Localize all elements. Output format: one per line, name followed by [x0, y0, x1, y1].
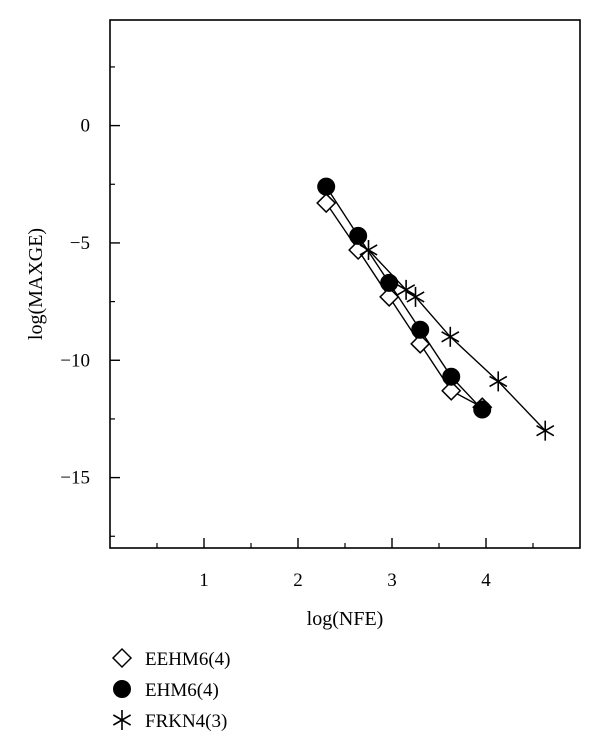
x-axis-title: log(NFE)	[307, 608, 384, 630]
star-arm	[406, 291, 416, 298]
star-arm	[397, 289, 407, 296]
star-arm	[497, 380, 508, 388]
y-tick-label: 0	[81, 116, 91, 137]
star-arm	[359, 249, 369, 256]
series-layer	[316, 177, 555, 441]
y-tick-label: −10	[60, 350, 90, 371]
star-arm	[368, 244, 378, 251]
star-arm	[497, 375, 508, 383]
star-arm	[368, 249, 378, 256]
data-point	[411, 320, 430, 339]
star-arm	[121, 719, 132, 726]
star-arm	[449, 331, 460, 338]
legend-label: EHM6(4)	[145, 680, 219, 701]
star-arm	[359, 244, 369, 251]
data-point	[473, 400, 492, 419]
star-arm	[405, 284, 416, 291]
star-arm	[112, 719, 123, 726]
series-frkn4-3-	[359, 239, 555, 441]
data-point	[536, 420, 555, 441]
data-point	[379, 286, 400, 307]
data-point	[317, 177, 336, 196]
legend-item: EHM6(4)	[113, 680, 219, 701]
legend-label: EEHM6(4)	[145, 649, 230, 670]
data-point	[441, 326, 460, 347]
y-axis-title: log(MAXGE)	[25, 228, 47, 340]
series-ehm6-4-	[317, 177, 492, 419]
data-point	[406, 286, 425, 307]
star-arm	[489, 375, 499, 383]
legend-item: FRKN4(3)	[112, 710, 227, 732]
data-point	[359, 239, 378, 260]
star-arm	[121, 714, 132, 721]
star-arm	[415, 296, 425, 303]
legend-label: FRKN4(3)	[145, 711, 227, 732]
data-point	[441, 380, 462, 401]
star-arm	[406, 296, 416, 303]
legend-marker	[113, 680, 131, 698]
data-point	[410, 333, 431, 354]
star-arm	[397, 284, 407, 291]
x-tick-label: 3	[387, 570, 397, 591]
legend-marker	[111, 647, 133, 669]
star-arm	[441, 336, 451, 343]
axes: 1 2 3 4 0 −5 −10 −15	[60, 66, 534, 591]
data-point	[316, 192, 337, 214]
star-arm	[544, 424, 555, 432]
star-arm	[112, 714, 123, 721]
x-tick-label: 4	[481, 570, 491, 591]
legend-item: EEHM6(4)	[111, 647, 230, 670]
x-tick-label: 1	[199, 570, 209, 591]
star-arm	[489, 380, 499, 388]
star-arm	[405, 289, 416, 296]
data-point	[349, 226, 368, 245]
star-arm	[536, 424, 546, 432]
star-arm	[544, 429, 555, 437]
data-point	[489, 371, 508, 392]
legend-marker	[112, 710, 132, 730]
star-arm	[536, 429, 546, 437]
legend: EEHM6(4) EHM6(4) FRKN4(3)	[111, 647, 230, 732]
data-point	[380, 273, 399, 292]
y-tick-label: −5	[70, 233, 90, 254]
star-arm	[415, 291, 425, 298]
series-line	[367, 249, 546, 432]
star-arm	[441, 331, 451, 338]
data-point	[397, 279, 416, 300]
x-tick-label: 2	[293, 570, 303, 591]
star-arm	[449, 336, 460, 343]
y-tick-label: −15	[60, 468, 90, 489]
plot-area-frame	[109, 19, 581, 549]
data-point	[442, 367, 461, 386]
